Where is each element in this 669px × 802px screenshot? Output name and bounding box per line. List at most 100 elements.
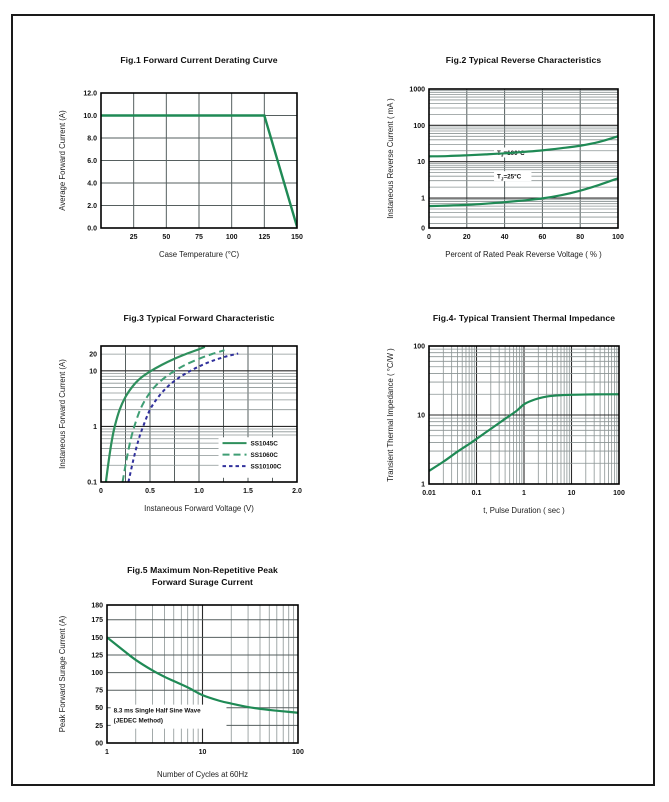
svg-text:25: 25 [130,234,138,241]
svg-text:0.0: 0.0 [87,225,97,232]
svg-text:1000: 1000 [409,86,425,93]
figure-4-transient-thermal-impedance: Fig.4- Typical Transient Thermal Impedan… [381,312,657,518]
svg-text:10: 10 [417,412,425,419]
figure-5-title: Fig.5 Maximum Non-Repetitive Peak Forwar… [88,564,318,588]
svg-text:10: 10 [89,368,97,375]
svg-text:0.01: 0.01 [422,490,436,497]
ss1045c-curve [104,346,206,482]
annotation-1: TJ=25°C [494,171,532,182]
figure-2-typical-reverse-characteristics: Fig.2 Typical Reverse Characteristics TJ… [381,54,657,262]
y-axis-label: Transient Thermal Impedance ( °C/W ) [386,348,395,482]
svg-text:0: 0 [427,234,431,241]
svg-text:0.5: 0.5 [145,488,155,495]
svg-text:SS1045C: SS1045C [251,440,279,447]
svg-text:TJ=25°C: TJ=25°C [497,173,522,182]
tick-labels: 1 10 100 180 175 150 125 100 75 50 25 00 [91,602,304,756]
svg-text:0.1: 0.1 [472,490,482,497]
svg-text:100: 100 [413,123,425,130]
figure-4-title: Fig.4- Typical Transient Thermal Impedan… [409,312,639,324]
fig3-group: SS1045C SS1060C SS10100C 0 0.5 1.0 1.5 2.0 20 10 1… [58,345,302,513]
svg-text:20: 20 [89,352,97,359]
svg-text:0.1: 0.1 [87,479,97,486]
x-axis-label: t, Pulse Duration ( sec ) [483,506,565,515]
svg-text:100: 100 [226,234,238,241]
y-axis-label: Instaneous Reverse Current ( mA ) [386,98,395,219]
series [107,636,298,714]
svg-text:(JEDEC Method): (JEDEC Method) [114,718,163,725]
peak-surge-current [107,636,298,714]
fig2-group: TJ=100°CTJ=25°C0 20 40 60 80 10010001001010Pe… [386,86,624,259]
figure-1-chart: 25 50 75 100 125 150 12.0 10.0 8.0 6.0 4.0 2.0 0.0 Ca… [58,90,303,259]
svg-text:8.0: 8.0 [87,135,97,142]
gridlines [429,89,618,228]
reverse-current-tj25 [429,177,618,208]
fig1-group: 25 50 75 100 125 150 12.0 10.0 8.0 6.0 4.0 2.0 0.0 Ca… [58,90,303,259]
svg-text:1: 1 [421,195,425,202]
figure-3-typical-forward-characteristic: Fig.3 Typical Forward Characteristic SS1… [53,312,321,516]
series [429,135,618,208]
svg-text:2.0: 2.0 [87,203,97,210]
svg-text:0: 0 [421,225,425,232]
svg-text:2.0: 2.0 [292,488,302,495]
page-border: Fig.1 Forward Current Derating Curve 25 5… [11,14,655,786]
svg-text:125: 125 [258,234,270,241]
figure-1-title-line: Fig.1 Forward Current Derating Curve [120,55,278,65]
figure-5-title-line-2: Forward Surage Current [151,577,254,588]
svg-text:SS1060C: SS1060C [251,452,279,459]
svg-text:150: 150 [91,635,103,642]
svg-text:1.0: 1.0 [194,488,204,495]
figure-3-title: Fig.3 Typical Forward Characteristic [84,312,314,324]
tick-labels: 25 50 75 100 125 150 12.0 10.0 8.0 6.0 4.0 2.0 0.0 [83,90,303,241]
plot-border [100,345,298,483]
gridlines [101,346,297,482]
svg-text:12.0: 12.0 [83,90,97,97]
figure-2-title: Fig.2 Typical Reverse Characteristics [409,54,639,66]
fig5-group: 8.3 ms Single Half Sine Wave (JEDEC Metho… [58,602,304,779]
svg-text:1: 1 [93,424,97,431]
gridlines [429,346,619,484]
plot-border [106,604,299,744]
svg-text:75: 75 [195,234,203,241]
ss1060c-curve [121,349,225,482]
figure-3-chart: SS1045C SS1060C SS10100C 0 0.5 1.0 1.5 2.0 20 10 1… [58,345,302,513]
series [101,114,297,227]
figure-5-peak-forward-surge-current: Fig.5 Maximum Non-Repetitive Peak Forwar… [53,564,321,782]
plot-border [100,92,298,229]
gridlines [101,93,297,228]
svg-text:8.3 ms Single Half Sine Wave: 8.3 ms Single Half Sine Wave [114,708,201,715]
x-axis-label: Number of Cycles at 60Hz [157,770,248,779]
svg-text:10: 10 [568,490,576,497]
svg-text:50: 50 [162,234,170,241]
figure-5-title-line-1: Fig.5 Maximum Non-Repetitive Peak [127,565,278,575]
svg-text:25: 25 [95,723,103,730]
y-axis-label: Peak Forward Surage Current (A) [58,615,67,732]
figure-3-title-line: Fig.3 Typical Forward Characteristic [123,313,275,323]
svg-text:150: 150 [291,234,303,241]
x-axis-label: Percent of Rated Peak Reverse Voltage ( … [445,250,602,259]
svg-text:00: 00 [95,740,103,747]
x-axis-label: Instaneous Forward Voltage (V) [144,504,254,513]
ss10100c-curve [127,352,239,482]
svg-text:50: 50 [95,705,103,712]
svg-text:4.0: 4.0 [87,180,97,187]
plot-border [428,345,620,485]
legend: SS1045C SS1060C SS10100C [218,437,301,478]
figure-4-chart: 0.01 0.1 1 10 100 100 10 1 t, Pulse Duration ( s… [386,343,625,515]
svg-text:10: 10 [199,749,207,756]
svg-text:1: 1 [522,490,526,497]
svg-text:10.0: 10.0 [83,113,97,120]
svg-text:100: 100 [292,749,304,756]
svg-text:175: 175 [91,617,103,624]
fig4-group: 0.01 0.1 1 10 100 100 10 1 t, Pulse Duration ( s… [386,343,625,515]
tick-labels: 0 0.5 1.0 1.5 2.0 20 10 1 0.1 [87,352,302,495]
svg-text:1.5: 1.5 [243,488,253,495]
y-axis-label: Instaneous Forward Current (A) [58,359,67,469]
svg-text:100: 100 [413,343,425,350]
svg-text:100: 100 [91,670,103,677]
svg-text:75: 75 [95,688,103,695]
svg-text:80: 80 [576,234,584,241]
transient-thermal-impedance [429,393,619,472]
svg-text:10: 10 [417,159,425,166]
